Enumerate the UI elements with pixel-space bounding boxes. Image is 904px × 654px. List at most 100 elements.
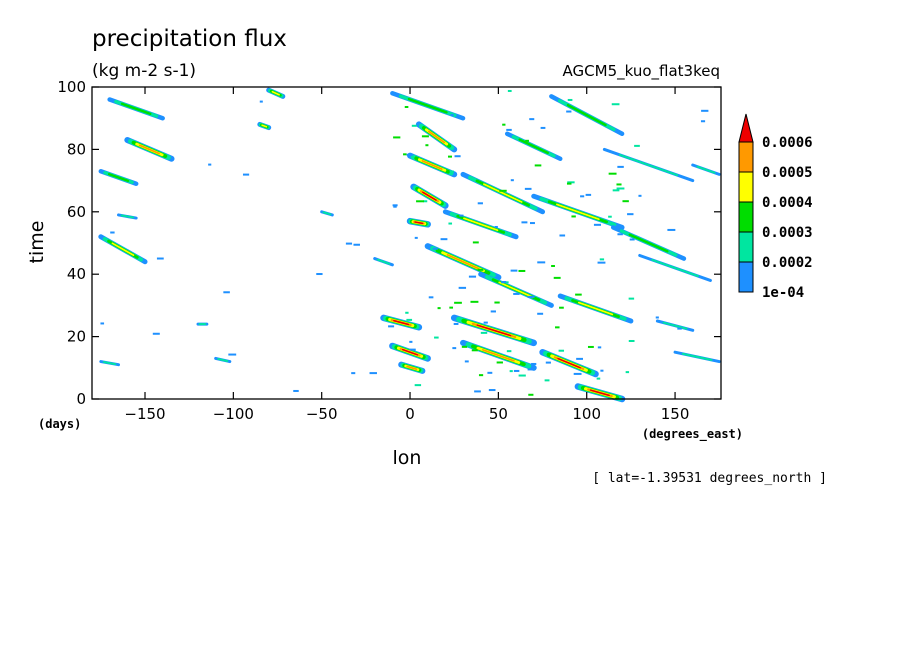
y-tick-label: 60 — [67, 203, 86, 221]
precip-speckle — [525, 139, 529, 142]
precip-speckle — [351, 372, 356, 375]
precip-speckle — [110, 231, 115, 234]
precip-speckle — [559, 306, 564, 309]
precip-speckle — [208, 163, 212, 166]
precip-streak-32-level-1 — [651, 258, 699, 278]
precip-speckle — [551, 264, 555, 267]
colorbar-label: 0.0002 — [762, 255, 813, 271]
x-tick-label: 100 — [572, 405, 601, 423]
y-unit-label: (days) — [38, 417, 81, 431]
precip-speckle — [474, 390, 481, 393]
precip-speckle — [483, 321, 488, 324]
precip-speckle — [494, 301, 500, 304]
x-tick-label: −100 — [213, 405, 254, 423]
x-tick-label: 150 — [661, 405, 690, 423]
precip-speckle — [628, 339, 635, 342]
precip-speckle — [566, 110, 572, 113]
precip-speckle — [597, 261, 606, 264]
precip-streak-37-level-1 — [217, 358, 229, 362]
model-name: AGCM5_kuo_flat3keq — [563, 62, 720, 81]
colorbar-swatch-2 — [738, 201, 754, 233]
precip-speckle — [507, 89, 512, 92]
precip-streak-11-level-5 — [401, 348, 419, 356]
precip-streak-30-level-1 — [618, 153, 679, 177]
precip-streak-9-level-1 — [376, 258, 391, 265]
precip-speckle — [470, 300, 479, 303]
precip-speckle — [524, 187, 532, 190]
precip-streak-28-level-5 — [590, 389, 610, 397]
precip-streak-31-level-2 — [628, 233, 669, 253]
precip-streak-7-level-3 — [271, 90, 280, 96]
precip-speckle — [553, 276, 561, 279]
precip-streak-4-level-3 — [111, 242, 135, 257]
precip-speckle — [259, 100, 263, 103]
x-unit-label: (degrees_east) — [642, 427, 743, 442]
precip-speckle — [518, 374, 526, 377]
precip-speckle — [576, 357, 583, 360]
precip-speckle — [293, 389, 299, 392]
x-tick-label: −150 — [124, 405, 165, 423]
precip-speckle — [409, 348, 416, 351]
precip-speckle — [575, 293, 582, 296]
precip-streak-14-level-5 — [422, 191, 437, 201]
precip-speckle — [599, 258, 605, 261]
precip-speckle — [461, 345, 468, 348]
precip-speckle — [521, 221, 528, 224]
colorbar-label: 0.0005 — [762, 165, 813, 181]
precip-speckle — [450, 113, 454, 116]
precip-speckle — [496, 361, 503, 364]
precip-speckle — [608, 215, 612, 218]
precip-speckle — [611, 103, 620, 106]
precip-speckle — [571, 215, 576, 218]
precip-speckle — [655, 316, 659, 319]
chart-units: (kg m-2 s-1) — [92, 61, 196, 81]
precip-speckle — [454, 155, 461, 158]
precip-streak-19-level-3 — [463, 217, 499, 232]
colorbar-label: 1e-04 — [762, 285, 804, 301]
latitude-annotation: [ lat=-1.39531 degrees_north ] — [592, 471, 827, 486]
x-tick-label: 0 — [405, 405, 415, 423]
precip-speckle — [530, 222, 535, 225]
precip-speckle — [468, 275, 477, 278]
precip-speckle — [414, 236, 418, 239]
precip-speckle — [540, 126, 546, 129]
precip-speckle — [667, 228, 676, 231]
precip-speckle — [700, 120, 706, 123]
data-field — [98, 87, 721, 403]
precip-speckle — [600, 369, 604, 372]
precip-speckle — [447, 155, 452, 158]
precip-speckle — [518, 269, 526, 272]
precip-speckle — [223, 291, 230, 294]
precip-streak-12-level-4 — [406, 365, 418, 370]
y-axis-title: time — [26, 221, 48, 264]
precip-streak-10-level-5 — [393, 319, 410, 326]
precip-speckle — [406, 153, 413, 156]
colorbar-swatch-4 — [738, 141, 754, 173]
precip-speckle — [416, 200, 424, 203]
x-tick-label: −50 — [306, 405, 338, 423]
precip-speckle — [414, 384, 422, 387]
precip-speckle — [421, 135, 429, 138]
precip-speckle — [453, 322, 459, 325]
plot-frame — [91, 86, 722, 400]
precip-speckle — [316, 273, 323, 276]
precip-speckle — [156, 257, 164, 260]
precip-speckle — [425, 144, 429, 147]
precip-streak-3-level-1 — [120, 214, 135, 219]
precip-speckle — [411, 124, 417, 127]
precip-speckle — [677, 327, 682, 330]
precip-speckle — [409, 340, 413, 343]
precip-speckle — [432, 247, 438, 250]
precip-speckle — [585, 193, 592, 196]
precip-streak-24-level-2 — [518, 138, 549, 155]
precip-speckle — [513, 369, 520, 372]
precip-speckle — [501, 280, 507, 283]
precip-streak-6-level-3 — [261, 124, 268, 128]
precip-speckle — [490, 310, 496, 313]
precip-streak-25-level-3 — [556, 203, 600, 221]
precip-speckle — [242, 173, 250, 176]
precip-streak-18-level-4 — [446, 254, 480, 270]
y-tick-label: 40 — [67, 265, 86, 283]
precip-speckle — [612, 189, 620, 192]
precip-speckle — [472, 241, 479, 244]
